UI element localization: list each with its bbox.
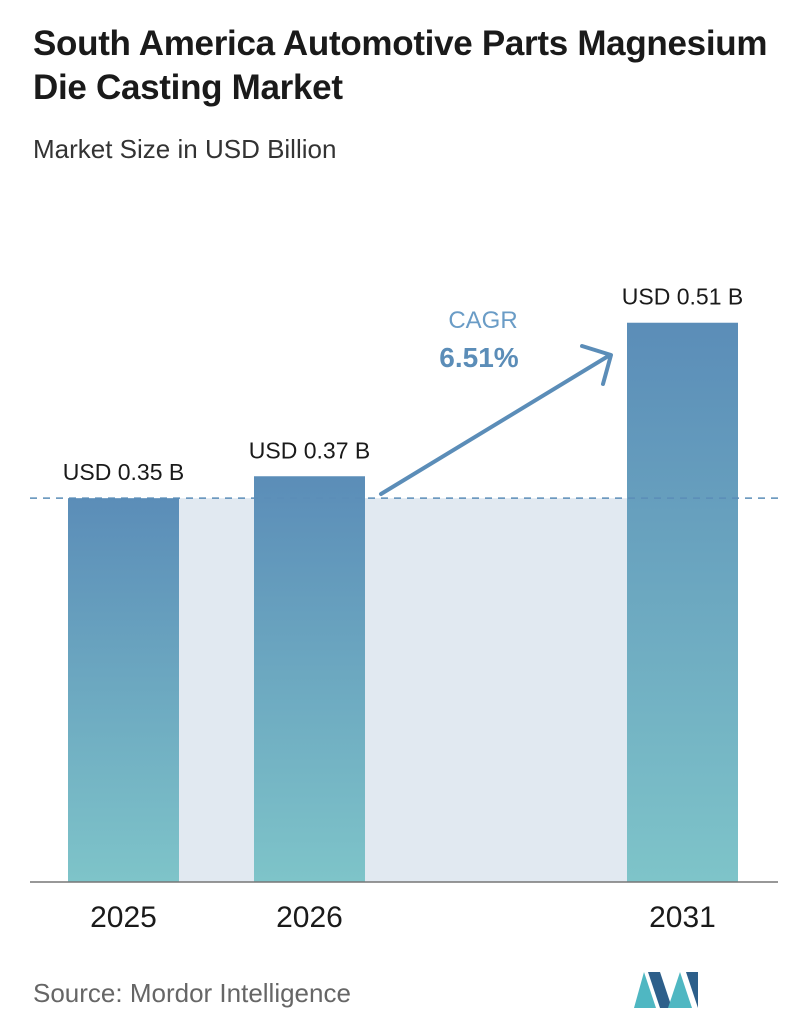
cagr-value: 6.51%: [439, 342, 518, 373]
data-label-2026: USD 0.37 B: [249, 437, 370, 463]
x-tick-2026: 2026: [276, 901, 343, 934]
source-note: Source: Mordor Intelligence: [33, 978, 351, 1008]
chart-title: South America Automotive Parts Magnesium…: [33, 24, 768, 107]
data-label-2025: USD 0.35 B: [63, 459, 184, 485]
bar-2026: [254, 476, 365, 882]
data-label-2031: USD 0.51 B: [622, 284, 743, 310]
mordor-intelligence-logo: [634, 972, 698, 1008]
cagr-arrow-line: [379, 353, 612, 496]
logo-mark-mid: [648, 972, 672, 1008]
bar-chart: USD 0.35 B 2025 USD 0.37 B 2026 USD 0.51 B 20…: [30, 284, 778, 934]
x-tick-2025: 2025: [90, 901, 157, 934]
x-tick-2031: 2031: [649, 901, 716, 934]
logo-mark-edge: [686, 972, 698, 1008]
chart-subtitle: Market Size in USD Billion: [33, 134, 337, 164]
bar-2025: [68, 498, 179, 882]
cagr-arrow-head: [580, 344, 613, 386]
logo-mark-right: [668, 972, 692, 1008]
logo-mark-left: [634, 972, 656, 1008]
bar-2031: [627, 322, 738, 882]
cagr-label: CAGR: [448, 307, 517, 334]
